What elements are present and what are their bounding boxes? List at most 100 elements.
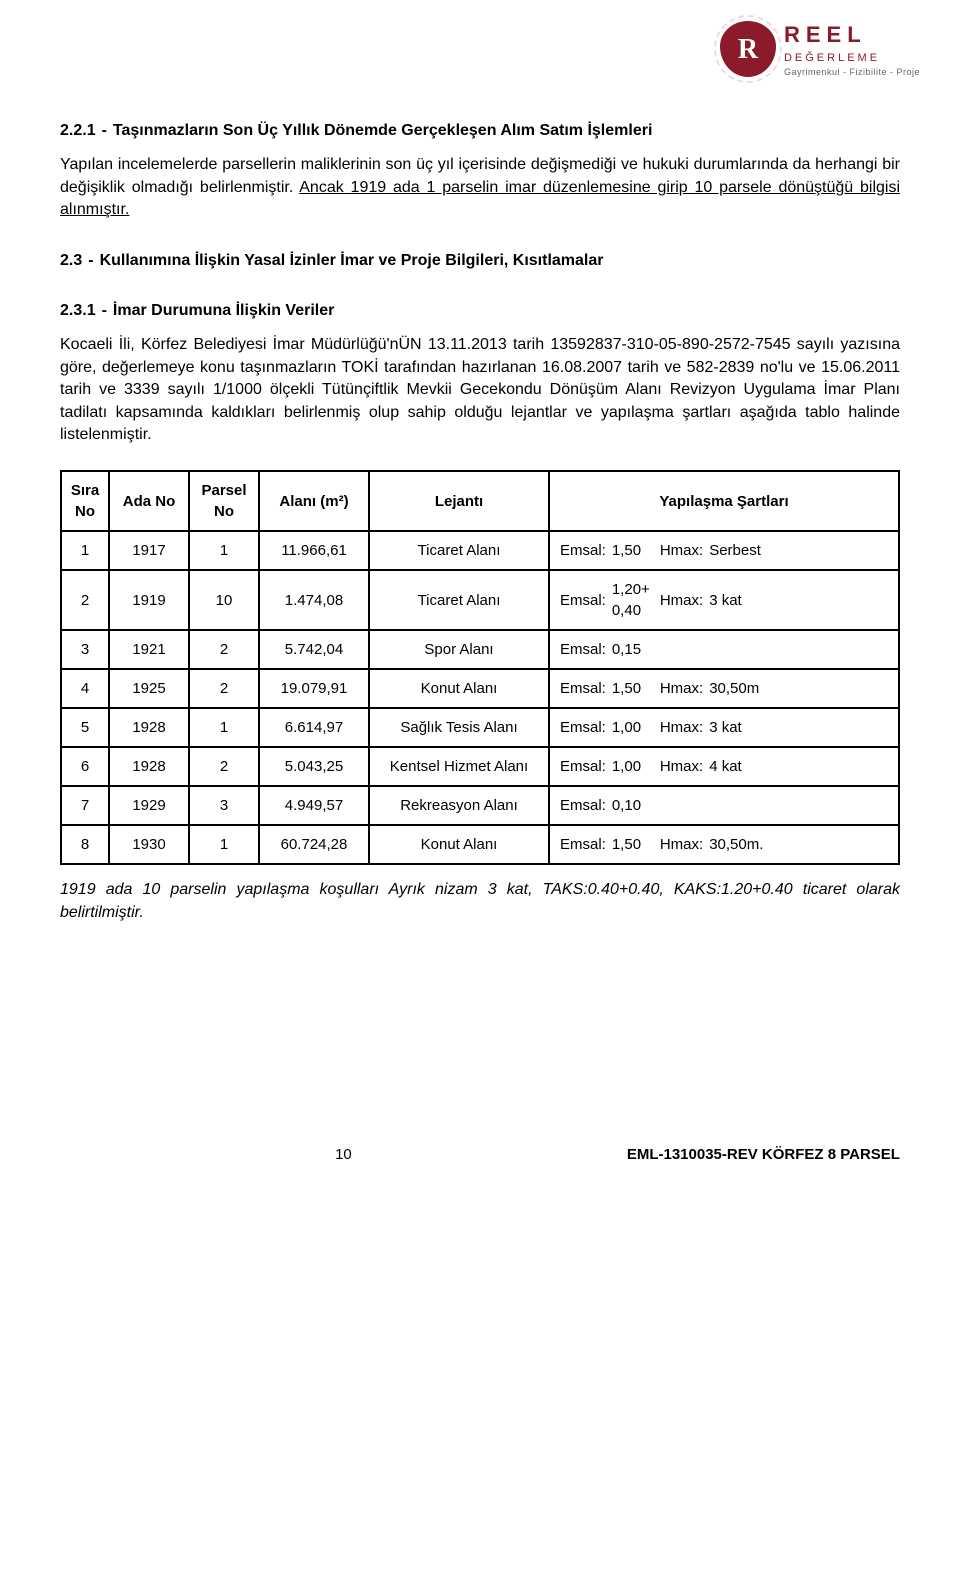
cell-lejant: Konut Alanı: [369, 669, 549, 708]
cell-parsel: 1: [189, 531, 259, 570]
cell-sira: 7: [61, 786, 109, 825]
cell-yapilasma: Emsal: 0,15: [549, 630, 899, 669]
hmax-label: Hmax:: [660, 678, 703, 699]
emsal-label: Emsal:: [560, 590, 606, 611]
cell-ada: 1928: [109, 747, 189, 786]
table-row: 7192934.949,57Rekreasyon AlanıEmsal:0,10: [61, 786, 899, 825]
cell-parsel: 2: [189, 630, 259, 669]
th-ada: Ada No: [109, 471, 189, 531]
cell-alan: 5.043,25: [259, 747, 369, 786]
cell-yapilasma: Emsal:0,10: [549, 786, 899, 825]
cell-lejant: Ticaret Alanı: [369, 570, 549, 630]
emsal-label: Emsal:: [560, 834, 606, 855]
heading-2-2-1: 2.2.1 - Taşınmazların Son Üç Yıllık Döne…: [60, 120, 900, 142]
th-parsel: Parsel No: [189, 471, 259, 531]
cell-yapilasma: Emsal: 1,00 Hmax: 4 kat: [549, 747, 899, 786]
brand-logo: R REEL DEĞERLEME Gayrimenkul - Fizibilit…: [720, 20, 920, 79]
hmax-value: 3 kat: [709, 717, 742, 738]
cell-sira: 5: [61, 708, 109, 747]
emsal-label: Emsal:: [560, 678, 606, 699]
heading-sep: -: [88, 250, 93, 272]
hmax-label: Hmax:: [660, 590, 703, 611]
cell-sira: 6: [61, 747, 109, 786]
cell-alan: 6.614,97: [259, 708, 369, 747]
table-row: 6192825.043,25Kentsel Hizmet AlanıEmsal:…: [61, 747, 899, 786]
logo-text-block: REEL DEĞERLEME Gayrimenkul - Fizibilite …: [784, 20, 920, 79]
th-yapilasma: Yapılaşma Şartları: [549, 471, 899, 531]
hmax-value: 30,50m.: [709, 834, 763, 855]
cell-ada: 1930: [109, 825, 189, 864]
cell-yapilasma: Emsal:1,20+ 0,40Hmax:3 kat: [549, 570, 899, 630]
cell-lejant: Ticaret Alanı: [369, 531, 549, 570]
cell-ada: 1928: [109, 708, 189, 747]
emsal-value: 0,15: [612, 639, 652, 660]
heading-2-3: 2.3 - Kullanımına İlişkin Yasal İzinler …: [60, 250, 900, 272]
logo-subtitle-2: Gayrimenkul - Fizibilite - Proje: [784, 66, 920, 79]
heading-number: 2.3.1: [60, 300, 96, 322]
heading-sep: -: [102, 120, 107, 142]
table-footnote: 1919 ada 10 parselin yapılaşma koşulları…: [60, 879, 900, 924]
cell-parsel: 1: [189, 708, 259, 747]
table-row: 11917111.966,61Ticaret AlanıEmsal:1,50Hm…: [61, 531, 899, 570]
emsal-label: Emsal:: [560, 717, 606, 738]
cell-alan: 1.474,08: [259, 570, 369, 630]
heading-text: Taşınmazların Son Üç Yıllık Dönemde Gerç…: [113, 120, 652, 142]
heading-number: 2.3: [60, 250, 82, 272]
paragraph-2-2-1: Yapılan incelemelerde parsellerin malikl…: [60, 154, 900, 221]
hmax-label: Hmax:: [660, 540, 703, 561]
logo-title: REEL: [784, 20, 920, 51]
hmax-value: 30,50m: [709, 678, 759, 699]
cell-ada: 1919: [109, 570, 189, 630]
cell-sira: 2: [61, 570, 109, 630]
emsal-value: 1,50: [612, 540, 652, 561]
heading-sep: -: [102, 300, 107, 322]
cell-lejant: Rekreasyon Alanı: [369, 786, 549, 825]
cell-ada: 1921: [109, 630, 189, 669]
cell-sira: 8: [61, 825, 109, 864]
hmax-value: 3 kat: [709, 590, 742, 611]
cell-alan: 4.949,57: [259, 786, 369, 825]
emsal-value: 1,00: [612, 756, 652, 777]
page-number: 10: [335, 1144, 352, 1165]
cell-lejant: Spor Alanı: [369, 630, 549, 669]
heading-number: 2.2.1: [60, 120, 96, 142]
table-row: 3192125.742,04Spor AlanıEmsal:0,15: [61, 630, 899, 669]
footer-reference: EML-1310035-REV KÖRFEZ 8 PARSEL: [627, 1144, 900, 1165]
cell-alan: 19.079,91: [259, 669, 369, 708]
emsal-label: Emsal:: [560, 639, 606, 660]
page-footer: 10 EML-1310035-REV KÖRFEZ 8 PARSEL: [60, 1144, 900, 1165]
table-row: 21919101.474,08Ticaret AlanıEmsal:1,20+ …: [61, 570, 899, 630]
logo-subtitle-1: DEĞERLEME: [784, 51, 920, 66]
hmax-label: Hmax:: [660, 756, 703, 777]
table-row: 81930160.724,28Konut AlanıEmsal:1,50Hmax…: [61, 825, 899, 864]
logo-badge: R: [720, 21, 776, 77]
emsal-value: 1,50: [612, 834, 652, 855]
cell-ada: 1925: [109, 669, 189, 708]
heading-2-3-1: 2.3.1 - İmar Durumuna İlişkin Veriler: [60, 300, 900, 322]
table-header-row: Sıra No Ada No Parsel No Alanı (m²) Leja…: [61, 471, 899, 531]
cell-parsel: 2: [189, 747, 259, 786]
table-row: 41925219.079,91Konut AlanıEmsal:1,50Hmax…: [61, 669, 899, 708]
cell-ada: 1917: [109, 531, 189, 570]
cell-parsel: 3: [189, 786, 259, 825]
th-alan: Alanı (m²): [259, 471, 369, 531]
cell-yapilasma: Emsal:1,50Hmax:Serbest: [549, 531, 899, 570]
cell-lejant: Sağlık Tesis Alanı: [369, 708, 549, 747]
emsal-value: 0,10: [612, 795, 652, 816]
cell-ada: 1929: [109, 786, 189, 825]
hmax-value: 4 kat: [709, 756, 742, 777]
cell-sira: 4: [61, 669, 109, 708]
emsal-value: 1,50: [612, 678, 652, 699]
cell-parsel: 10: [189, 570, 259, 630]
cell-sira: 1: [61, 531, 109, 570]
cell-alan: 11.966,61: [259, 531, 369, 570]
cell-yapilasma: Emsal:1,00Hmax:3 kat: [549, 708, 899, 747]
emsal-label: Emsal:: [560, 540, 606, 561]
emsal-label: Emsal:: [560, 756, 606, 777]
parcel-table: Sıra No Ada No Parsel No Alanı (m²) Leja…: [60, 470, 900, 865]
cell-alan: 60.724,28: [259, 825, 369, 864]
th-lejant: Lejantı: [369, 471, 549, 531]
page-content: 2.2.1 - Taşınmazların Son Üç Yıllık Döne…: [60, 120, 900, 924]
emsal-value: 1,00: [612, 717, 652, 738]
table-row: 5192816.614,97Sağlık Tesis Alanı Emsal: 1,…: [61, 708, 899, 747]
